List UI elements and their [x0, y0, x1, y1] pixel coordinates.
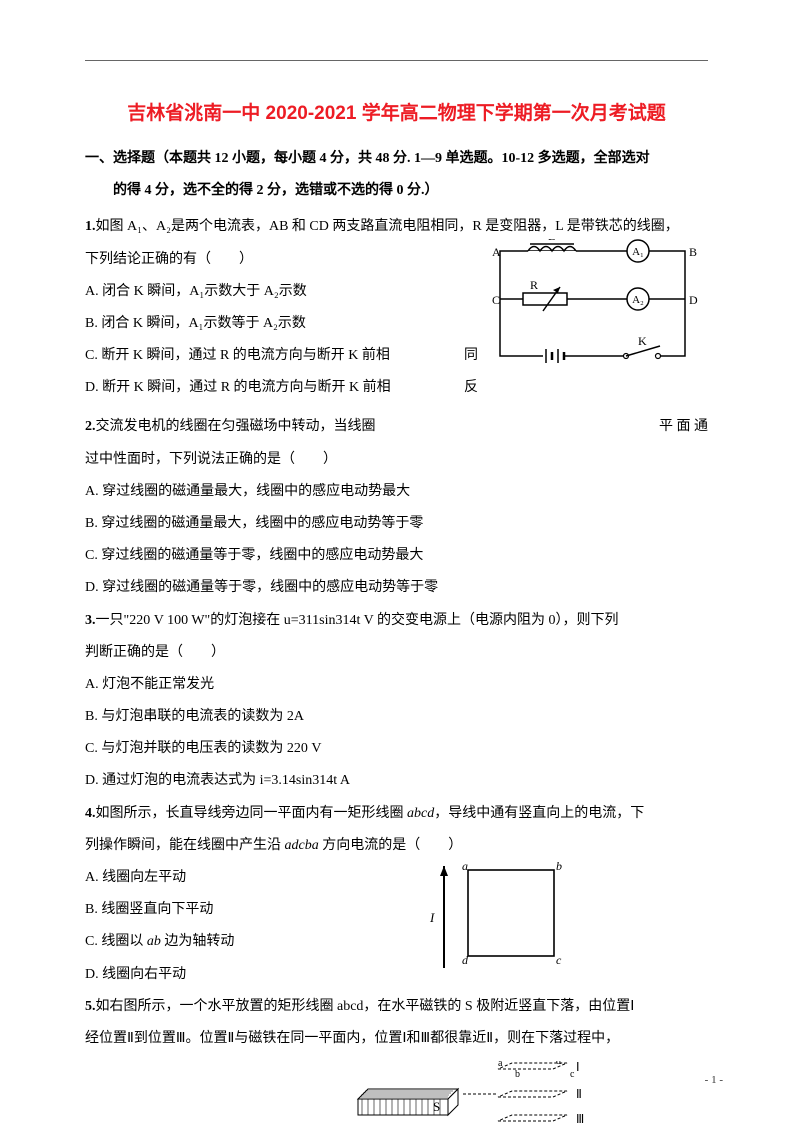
circuit-label-a: A [492, 245, 501, 259]
ammeter-a1-label: A₁ [632, 246, 644, 258]
loop-label-b: b [556, 859, 562, 873]
q2-option-b: B. 穿过线圈的磁通量最大，线圈中的感应电动势等于零 [85, 508, 708, 540]
q3-option-d: D. 通过灯泡的电流表达式为 i=3.14sin314t A [85, 765, 708, 797]
q1-opt-c-suf: 同 [464, 340, 478, 372]
q4-stem-a2: ，导线中通有竖直向上的电流，下 [434, 806, 644, 821]
q4-opt-c-suf: 边为轴转动 [161, 934, 235, 949]
question-1: 1.如图 A₁、A₂是两个电流表，AB 和 CD 两支路直流电阻相同，R 是变阻… [85, 211, 708, 411]
q4-stem-a: 如图所示，长直导线旁边同一平面内有一矩形线圈 [96, 806, 408, 821]
coil-label-c: c [570, 1069, 575, 1080]
q4-stem-b-wrap: 列操作瞬间，能在线圈中产生沿 adcba 方向电流的是（ ） [85, 830, 708, 862]
loop-label-c: c [556, 953, 562, 967]
page-number: - 1 - [705, 1074, 723, 1086]
question-2: 2.交流发电机的线圈在匀强磁场中转动，当线圈 平 面 通 过中性面时，下列说法正… [85, 411, 708, 604]
circuit-label-d: D [689, 293, 698, 307]
pos-label-3: Ⅲ [576, 1112, 584, 1126]
q4-stem-b-it: adcba [285, 838, 319, 853]
q4-stem-a-it: abcd [407, 806, 434, 821]
circuit-label-c: C [492, 293, 500, 307]
q2-option-d: D. 穿过线圈的磁通量等于零，线圈中的感应电动势等于零 [85, 572, 708, 604]
q5-stem-b: 经位置Ⅱ到位置Ⅲ。位置Ⅱ与磁铁在同一平面内，位置Ⅰ和Ⅲ都很靠近Ⅱ，则在下落过程中… [85, 1023, 708, 1055]
coil-label-d: d [556, 1061, 561, 1067]
loop-label-a: a [462, 859, 468, 873]
q1-option-d: D. 断开 K 瞬间，通过 R 的电流方向与断开 K 前相 反 [85, 372, 708, 404]
q4-option-a: A. 线圈向左平动 [85, 862, 708, 894]
q5-number: 5. [85, 999, 96, 1014]
q4-number: 4. [85, 806, 96, 821]
magnet-diagram: S a b c d Ⅰ Ⅱ Ⅲ [348, 1061, 608, 1131]
q4-opt-c-it: ab [147, 934, 161, 949]
q2-stem-b: 过中性面时，下列说法正确的是（ ） [85, 444, 708, 476]
exam-title: 吉林省洮南一中 2020-2021 学年高二物理下学期第一次月考试题 [85, 98, 708, 125]
q4-opt-c-pre: C. 线圈以 [85, 934, 147, 949]
q5-stem-a: 如右图所示，一个水平放置的矩形线圈 abcd，在水平磁铁的 S 极附近竖直下落，… [96, 999, 635, 1014]
circuit-label-b: B [689, 245, 697, 259]
q4-option-b: B. 线圈竖直向下平动 [85, 894, 708, 926]
section-1-line2: 的得 4 分，选不全的得 2 分，选错或不选的得 0 分.） [85, 175, 708, 207]
section-1-header: 一、选择题（本题共 12 小题，每小题 4 分，共 48 分. 1—9 单选题。… [85, 143, 708, 207]
q3-option-a: A. 灯泡不能正常发光 [85, 669, 708, 701]
q3-number: 3. [85, 613, 96, 628]
q3-option-b: B. 与灯泡串联的电流表的读数为 2A [85, 701, 708, 733]
circuit-label-r: R [530, 278, 538, 292]
section-1-line1: 一、选择题（本题共 12 小题，每小题 4 分，共 48 分. 1—9 单选题。… [85, 151, 650, 166]
pos-label-2: Ⅱ [576, 1087, 582, 1101]
q1-opt-d-pre: D. 断开 K 瞬间，通过 R 的电流方向与断开 K 前相 [85, 380, 391, 395]
loop-diagram: a b c d I [426, 856, 568, 976]
q1-opt-d-suf: 反 [464, 372, 478, 404]
coil-label-b: b [515, 1069, 520, 1080]
q4-option-c: C. 线圈以 ab 边为轴转动 [85, 926, 708, 958]
circuit-label-l: L [548, 239, 555, 243]
circuit-label-k: K [638, 334, 647, 348]
q2-stem-a-suf: 平 面 通 [659, 411, 708, 443]
q4-option-d: D. 线圈向右平动 [85, 959, 708, 991]
magnet-label-s: S [433, 1099, 440, 1114]
circuit-diagram: A₁ A₂ A B C D L R K [488, 239, 698, 369]
q3-stem-b: 判断正确的是（ ） [85, 637, 708, 669]
q1-number: 1. [85, 219, 96, 234]
question-4: 4.如图所示，长直导线旁边同一平面内有一矩形线圈 abcd，导线中通有竖直向上的… [85, 798, 708, 991]
q1-stem-a: 如图 A₁、A₂是两个电流表，AB 和 CD 两支路直流电阻相同，R 是变阻器，… [96, 219, 679, 234]
question-3: 3.一只"220 V 100 W"的灯泡接在 u=311sin314t V 的交… [85, 605, 708, 798]
ammeter-a2-label: A₂ [632, 294, 644, 306]
q4-stem-b2: 方向电流的是（ ） [319, 838, 463, 853]
loop-label-i: I [429, 910, 435, 925]
q4-stem-b: 列操作瞬间，能在线圈中产生沿 [85, 838, 285, 853]
loop-label-d: d [462, 953, 469, 967]
coil-label-a: a [498, 1061, 503, 1069]
q3-option-c: C. 与灯泡并联的电压表的读数为 220 V [85, 733, 708, 765]
q2-option-c: C. 穿过线圈的磁通量等于零，线圈中的感应电动势最大 [85, 540, 708, 572]
q2-option-a: A. 穿过线圈的磁通量最大，线圈中的感应电动势最大 [85, 476, 708, 508]
top-border-line [85, 60, 708, 61]
q3-stem-a: 一只"220 V 100 W"的灯泡接在 u=311sin314t V 的交变电… [96, 613, 619, 628]
q2-stem-a-pre: 交流发电机的线圈在匀强磁场中转动，当线圈 [96, 419, 376, 434]
pos-label-1: Ⅰ [576, 1061, 580, 1074]
q1-opt-c-pre: C. 断开 K 瞬间，通过 R 的电流方向与断开 K 前相 [85, 348, 390, 363]
q2-number: 2. [85, 419, 96, 434]
question-5: 5.如右图所示，一个水平放置的矩形线圈 abcd，在水平磁铁的 S 极附近竖直下… [85, 991, 708, 1121]
